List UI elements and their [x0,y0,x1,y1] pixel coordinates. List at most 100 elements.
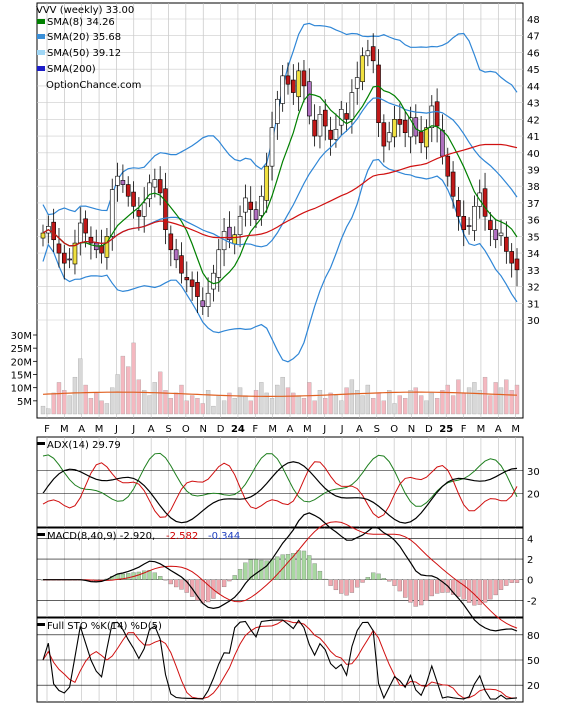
volume-bar [514,384,520,415]
candle-body [461,216,467,230]
adx-line [42,461,518,524]
candle-body [280,75,285,104]
x-tick-label: M [268,424,277,435]
volume-bar [184,400,189,415]
volume-bar [248,400,253,415]
bollinger-upper [42,22,518,216]
volume-bar [237,387,243,415]
macd-histogram-bar [408,579,413,603]
volume-bar [195,398,200,415]
volume-bar [275,384,280,415]
volume-bar [461,392,466,415]
sto-tick-label: 20 [527,681,540,692]
volume-bar [40,405,46,415]
candle-body [322,109,328,127]
candle-body [275,98,280,124]
candle-body [466,225,472,227]
adx-plus-di-line [42,452,518,507]
x-tick-label: S [165,424,171,435]
adx-panel [36,436,524,528]
macd-histogram-bar [312,563,317,580]
x-tick-label: M [477,424,486,435]
candle-body [40,232,46,239]
candle-body [99,245,104,254]
volume-bar [227,392,232,415]
macd-histogram-bar [387,579,392,582]
macd-histogram-bar [184,579,189,593]
price-tick-label: 42 [527,115,540,126]
macd-histogram-bar [488,579,493,600]
volume-bar [466,387,472,415]
macd-histogram-bar [301,550,307,580]
macd-histogram-bar [482,579,488,603]
candle-body [344,113,349,120]
volume-bar [232,398,237,415]
volume-bar [504,379,509,415]
volume-bar [280,376,285,415]
volume-tick-label: 25M [11,344,32,355]
macd-histogram-bar [275,556,280,580]
price-tick-label: 47 [527,32,540,43]
candle-body [179,255,184,274]
candle-body [147,182,152,200]
adx-tick-label: 30 [527,467,540,478]
volume-bar [131,342,136,415]
volume-bar [126,366,131,415]
candle-body [376,64,381,123]
candle-body [136,210,142,217]
volume-bar [78,358,83,415]
candle-body [259,195,264,216]
macd-histogram-bar [280,554,285,580]
candle-body [354,77,360,89]
candle-body [349,92,355,120]
volume-bar [168,398,173,415]
candle-body [493,229,498,241]
price-tick-label: 46 [527,48,540,59]
candle-body [115,175,120,186]
x-tick-label: J [322,424,326,435]
volume-bar [72,376,78,415]
volume-bar [179,384,184,415]
candle-body [232,234,238,245]
price-tick-label: 43 [527,99,540,110]
sto-title: Full STO %K(14) %D(5) [47,621,162,632]
macd-histogram-bar [264,560,269,580]
volume-bar [46,408,51,415]
legend-sma20: SMA(20) 35.68 [47,32,121,43]
volume-bar [440,390,445,415]
macd-histogram-bar [221,579,227,588]
candle-body [450,171,456,197]
candle-body [264,165,269,201]
volume-bar [56,382,62,415]
price-tick-label: 45 [527,65,540,76]
volume-bar [67,395,72,415]
candle-body [211,272,216,290]
volume-bar [136,379,142,415]
macd-histogram-bar [429,579,434,597]
macd-histogram-bar [285,554,291,580]
volume-bar [482,376,488,415]
x-tick-label: A [495,424,502,435]
volume-bar [259,382,264,415]
volume-bar [413,387,418,415]
price-tick-label: 37 [527,199,540,210]
candle-body [152,179,158,188]
candle-body [205,292,211,307]
sto-legend: Full STO %K(14) %D(5) [37,621,162,632]
candle-body [173,249,179,261]
volume-bar [88,398,94,415]
candle-body [67,258,72,261]
volume-bar [216,395,221,415]
x-tick-label: J [114,424,118,435]
macd-title: MACD(8,40,9) -2.920, [47,531,155,542]
candle-body [338,109,344,126]
candle-body [392,119,397,138]
volume-bar [189,395,195,415]
legend-sma50: SMA(50) 39.12 [47,48,121,59]
price-tick-label: 34 [527,249,540,260]
candle-body [237,216,243,236]
x-tick-label: N [408,424,415,435]
candle-body [397,119,403,125]
legend-swatch-sma50 [37,50,45,55]
macd-histogram-bar [418,579,424,606]
